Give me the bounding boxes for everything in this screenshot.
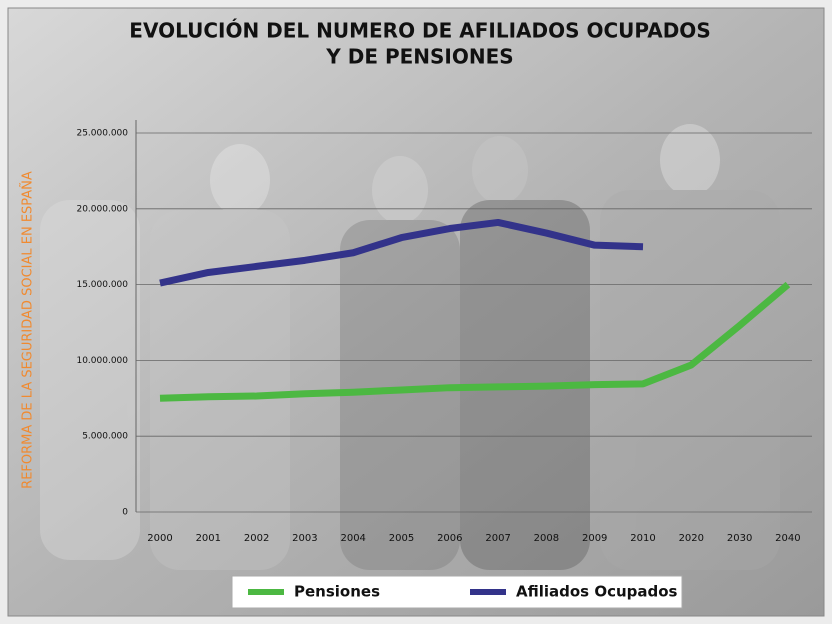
y-tick-label: 15.000.000 <box>76 280 128 290</box>
x-tick-label: 2002 <box>244 533 269 544</box>
x-tick-label: 2003 <box>292 533 317 544</box>
y-tick-label: 25.000.000 <box>76 129 128 139</box>
legend-label: Pensiones <box>294 583 380 601</box>
x-tick-label: 2004 <box>340 533 365 544</box>
x-tick-label: 2005 <box>389 533 414 544</box>
y-tick-label: 0 <box>122 508 128 518</box>
x-tick-label: 2007 <box>485 533 510 544</box>
x-tick-label: 2030 <box>727 533 752 544</box>
x-tick-label: 2000 <box>147 533 172 544</box>
chart-subtitle: Y DE PENSIONES <box>325 45 513 69</box>
x-tick-label: 2020 <box>679 533 704 544</box>
x-tick-label: 2008 <box>534 533 559 544</box>
chart-title: EVOLUCIÓN DEL NUMERO DE AFILIADOS OCUPAD… <box>129 19 710 43</box>
legend-label: Afiliados Ocupados <box>516 583 678 601</box>
x-tick-label: 2040 <box>775 533 800 544</box>
x-tick-label: 2010 <box>630 533 655 544</box>
x-tick-label: 2009 <box>582 533 607 544</box>
y-tick-label: 10.000.000 <box>76 356 128 366</box>
y-tick-label: 5.000.000 <box>82 432 128 442</box>
y-tick-label: 20.000.000 <box>76 204 128 214</box>
y-axis-label: REFORMA DE LA SEGURIDAD SOCIAL EN ESPAÑA <box>20 171 36 489</box>
chart: EVOLUCIÓN DEL NUMERO DE AFILIADOS OCUPAD… <box>0 0 832 624</box>
x-tick-label: 2006 <box>437 533 462 544</box>
x-tick-label: 2001 <box>196 533 221 544</box>
